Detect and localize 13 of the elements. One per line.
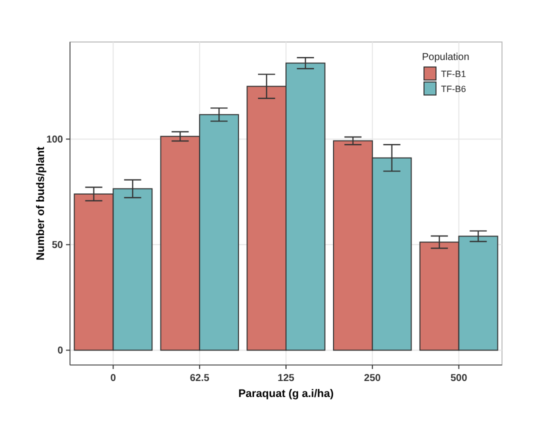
legend-label: TF-B1 (441, 69, 466, 80)
legend-title: Population (422, 52, 470, 63)
x-tick-label: 500 (450, 373, 468, 384)
legend-label: TF-B6 (441, 84, 466, 94)
x-tick-label: 62.5 (190, 373, 210, 384)
y-tick-label: 100 (46, 134, 64, 146)
y-tick-label: 0 (57, 346, 64, 357)
x-tick-label: 0 (110, 373, 116, 384)
y-tick-label: 50 (52, 240, 64, 252)
x-tick-label: 250 (364, 373, 382, 384)
y-axis-title: Number of buds/plant (35, 146, 47, 260)
x-tick-label: 125 (278, 373, 295, 384)
x-axis-title: Paraquat (g a.i/ha) (238, 388, 334, 400)
